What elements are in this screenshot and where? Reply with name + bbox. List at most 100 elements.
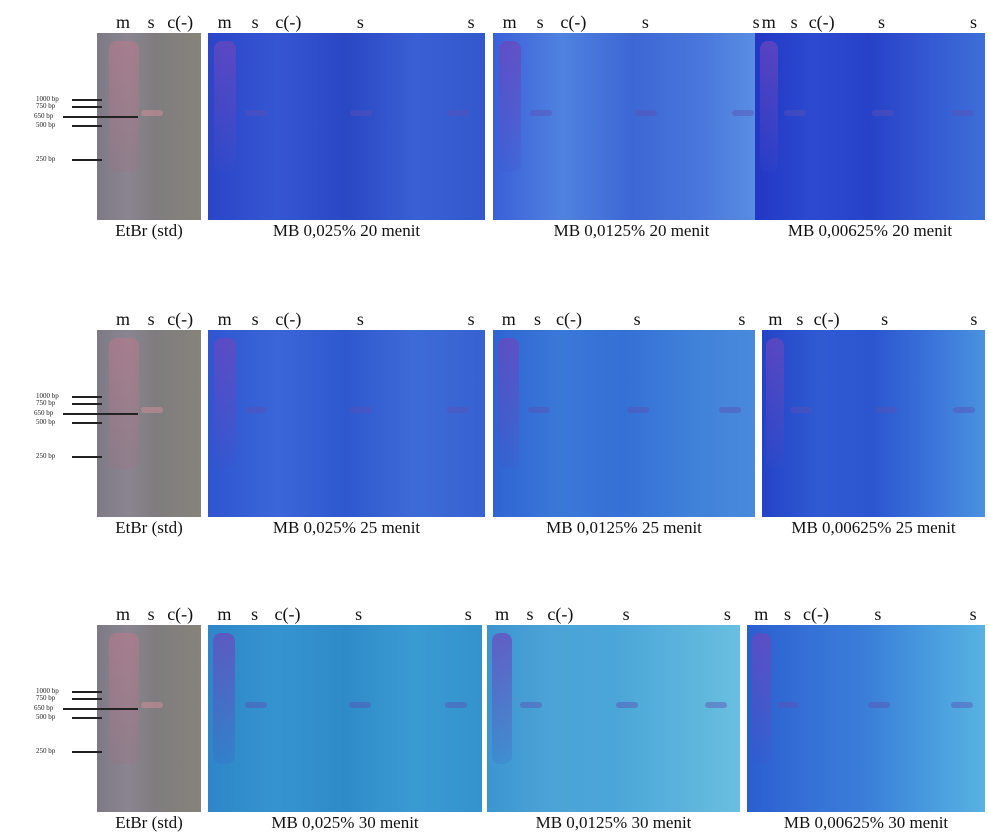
sample-band <box>704 701 727 708</box>
lane-label: s <box>874 604 882 624</box>
sample-band <box>141 406 164 413</box>
lane-label: m <box>761 12 776 32</box>
sample-band <box>141 109 164 116</box>
lane-label: s <box>970 309 978 329</box>
etbr-gel-image <box>97 625 201 812</box>
lane-label: s <box>796 309 804 329</box>
lane-label: c(-) <box>167 12 194 32</box>
lane-label: s <box>738 309 746 329</box>
marker-line <box>72 698 102 700</box>
panel-caption: MB 0,0125% 25 menit <box>546 518 702 537</box>
sample-band <box>874 406 897 413</box>
panel-caption: MB 0,00625% 20 menit <box>787 221 953 240</box>
sample-band <box>952 406 975 413</box>
lane-label: m <box>115 604 131 624</box>
lane-label: s <box>881 309 889 329</box>
marker-label: 1000 bp <box>36 687 59 695</box>
lane-label: s <box>355 604 363 624</box>
mb-gel-image <box>762 330 985 517</box>
ladder-smear <box>498 41 521 172</box>
panel-caption: MB 0,0125% 30 menit <box>535 813 692 832</box>
sample-band <box>520 701 542 708</box>
sample-band <box>245 109 268 116</box>
panel-caption: EtBr (std) <box>115 221 183 240</box>
lane-label: s <box>467 309 475 329</box>
lane-label: s <box>147 604 155 624</box>
mb-gel-image <box>493 33 770 220</box>
marker-label: 500 bp <box>36 713 56 721</box>
lane-label: s <box>534 309 542 329</box>
sample-band <box>718 406 741 413</box>
lane-label: s <box>536 12 544 32</box>
lane-label: s <box>251 309 259 329</box>
marker-line <box>72 159 102 161</box>
lane-label: s <box>752 12 760 32</box>
lane-label: c(-) <box>167 604 194 624</box>
lane-label: m <box>495 604 510 624</box>
lane-label: c(-) <box>275 309 302 329</box>
marker-line <box>72 125 102 127</box>
lane-label: s <box>723 604 731 624</box>
sample-band <box>777 701 800 708</box>
etbr-gel-image <box>97 33 201 220</box>
lane-label: s <box>251 604 259 624</box>
marker-line <box>72 691 102 693</box>
marker-label: 500 bp <box>36 121 56 129</box>
lane-label: s <box>790 12 798 32</box>
lane-label: s <box>783 604 791 624</box>
marker-line <box>72 106 102 108</box>
sample-band <box>951 701 974 708</box>
lane-label: m <box>217 604 232 624</box>
lane-label: s <box>464 604 472 624</box>
lane-label: m <box>502 12 517 32</box>
lane-label: c(-) <box>547 604 574 624</box>
lane-label: s <box>622 604 630 624</box>
mb-gel-image <box>208 625 482 812</box>
sample-band <box>530 109 553 116</box>
ladder-smear <box>498 338 520 469</box>
lane-label: m <box>501 309 516 329</box>
marker-label: 750 bp <box>36 694 56 702</box>
lane-label: s <box>147 12 155 32</box>
lane-label: c(-) <box>813 309 840 329</box>
ladder-smear <box>751 633 771 764</box>
lane-label: c(-) <box>167 309 194 329</box>
mb-gel-image <box>208 330 485 517</box>
sample-band <box>627 406 650 413</box>
sample-band <box>867 701 890 708</box>
marker-line <box>72 422 102 424</box>
lane-label: s <box>633 309 641 329</box>
marker-label: 250 bp <box>36 155 56 163</box>
ladder-smear <box>109 41 139 172</box>
panel-caption: MB 0,025% 25 menit <box>272 518 421 537</box>
marker-line <box>63 708 138 710</box>
marker-label: 650 bp <box>34 409 54 417</box>
marker-line <box>72 403 102 405</box>
panel-caption: EtBr (std) <box>115 813 183 832</box>
ladder-smear <box>213 633 236 764</box>
mb-gel-image <box>487 625 740 812</box>
lane-label: m <box>768 309 783 329</box>
sample-band <box>732 109 755 116</box>
marker-line <box>63 413 138 415</box>
marker-line <box>72 751 102 753</box>
lane-label: m <box>115 309 131 329</box>
ladder-smear <box>213 41 236 172</box>
sample-band <box>447 406 470 413</box>
mb-gel-image <box>493 330 755 517</box>
etbr-gel-image <box>97 330 201 517</box>
lane-label: m <box>217 309 232 329</box>
lane-label: s <box>147 309 155 329</box>
sample-band <box>447 109 470 116</box>
lane-label: s <box>526 604 534 624</box>
panel-caption: MB 0,00625% 30 menit <box>783 813 949 832</box>
panel-caption: MB 0,00625% 25 menit <box>791 518 956 537</box>
lane-label: m <box>217 12 232 32</box>
sample-band <box>444 701 467 708</box>
sample-band <box>952 109 974 116</box>
mb-gel-image <box>755 33 985 220</box>
lane-label: s <box>877 12 886 32</box>
marker-label: 1000 bp <box>36 392 59 400</box>
ladder-smear <box>213 338 236 469</box>
marker-line <box>72 717 102 719</box>
